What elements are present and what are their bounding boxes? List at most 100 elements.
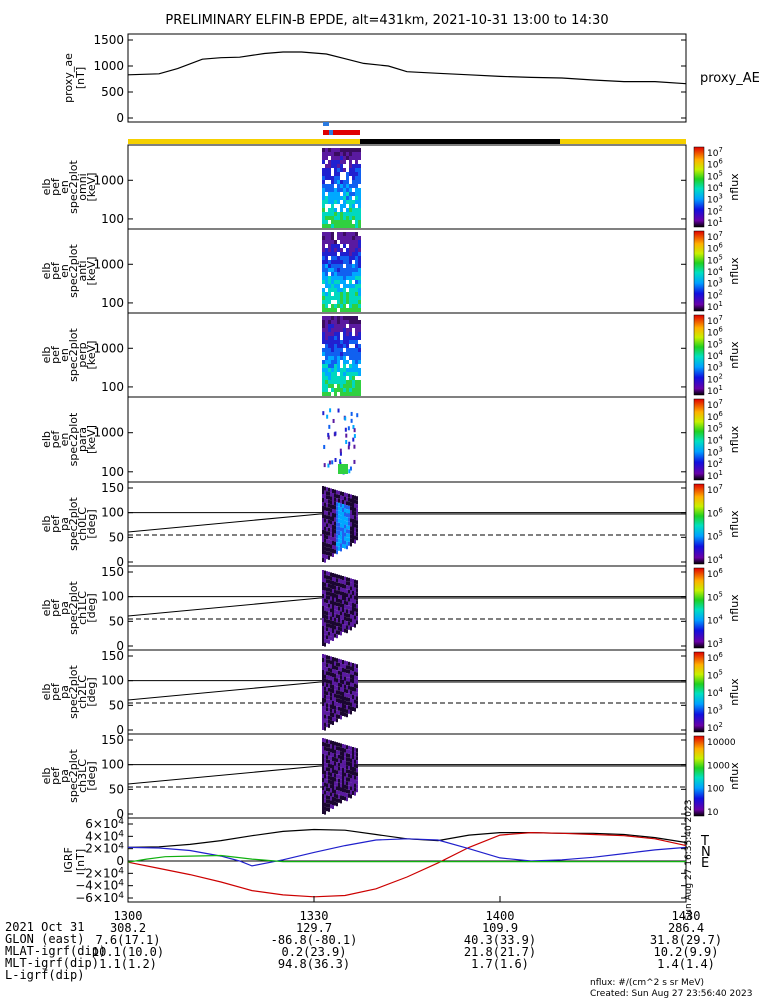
spectrogram-pixel xyxy=(328,576,330,580)
spectrogram-pixel xyxy=(330,536,332,540)
spectrogram-pixel xyxy=(349,324,352,328)
spectrogram-pixel xyxy=(358,384,361,388)
spectrogram-pixel xyxy=(328,804,330,808)
spectrogram-pixel xyxy=(334,674,336,678)
spectrogram-pixel xyxy=(331,152,334,156)
spectrogram-pixel xyxy=(332,533,334,537)
spectrogram-pixel xyxy=(342,772,344,776)
spectrogram-pixel xyxy=(338,671,340,675)
spectrogram-pixel xyxy=(330,768,332,772)
spectrogram-pixel xyxy=(354,748,356,752)
spectrogram-pixel xyxy=(334,288,337,292)
spectrogram-pixel xyxy=(356,592,358,596)
spectrogram-pixel xyxy=(344,673,346,677)
spectrogram-pixel xyxy=(325,328,328,332)
colorbar-label: 1000 xyxy=(707,761,730,771)
spectrogram-pixel xyxy=(346,669,348,673)
spectrogram-pixel xyxy=(338,679,340,683)
spectrogram-pixel xyxy=(332,625,334,629)
spectrogram-pixel xyxy=(348,662,350,666)
spectrogram-pixel xyxy=(332,777,334,781)
spectrogram-pixel xyxy=(328,528,330,532)
spectrogram-pixel xyxy=(340,384,343,388)
spectrogram-pixel xyxy=(344,689,346,693)
spectrogram-pixel xyxy=(325,232,328,236)
spectrogram-pixel xyxy=(344,685,346,689)
spectrogram-pixel xyxy=(336,586,338,590)
spectrogram-pixel xyxy=(334,216,337,220)
spectrogram-pixel xyxy=(350,750,352,754)
spectrogram-pixel xyxy=(345,428,347,432)
spectrogram-pixel xyxy=(358,352,361,356)
spectrogram-pixel xyxy=(334,348,337,352)
spectrogram-pixel xyxy=(354,776,356,780)
spectrogram-pixel xyxy=(330,540,332,544)
spectrogram-pixel xyxy=(340,575,342,579)
spectrogram-pixel xyxy=(340,503,342,507)
spectrogram-pixel xyxy=(350,678,352,682)
spectrogram-pixel xyxy=(328,700,330,704)
spectrogram-pixel xyxy=(354,760,356,764)
spectrogram-pixel xyxy=(328,676,330,680)
spectrogram-pixel xyxy=(325,388,328,392)
spectrogram-pixel xyxy=(350,598,352,602)
spectrogram-pixel xyxy=(356,688,358,692)
spectrogram-pixel xyxy=(340,308,343,312)
spectrogram-pixel xyxy=(350,494,352,498)
spectrogram-pixel xyxy=(324,715,326,719)
spectrogram-pixel xyxy=(340,160,343,164)
spectrogram-pixel xyxy=(331,188,334,192)
spectrogram-pixel xyxy=(350,698,352,702)
spectrogram-pixel xyxy=(328,232,331,236)
spectrogram-pixel xyxy=(334,746,336,750)
spectrogram-pixel xyxy=(322,240,325,244)
spectrogram-pixel xyxy=(352,519,354,523)
spectrogram-pixel xyxy=(325,164,328,168)
spectrogram-pixel xyxy=(331,324,334,328)
spectrogram-pixel xyxy=(348,686,350,690)
spectrogram-pixel xyxy=(346,589,348,593)
spectrogram-pixel xyxy=(352,663,354,667)
spectrogram-pixel xyxy=(334,316,337,320)
spectrogram-pixel xyxy=(354,600,356,604)
spectrogram-pixel xyxy=(353,460,355,464)
spectrogram-pixel xyxy=(349,336,352,340)
y-tick-label: 150 xyxy=(101,733,124,747)
spectrogram-pixel xyxy=(324,615,326,619)
spectrogram-pixel xyxy=(343,332,346,336)
spectrogram-pixel xyxy=(334,802,336,806)
spectrogram-pixel xyxy=(322,148,325,152)
spectrogram-pixel xyxy=(346,545,348,549)
spectrogram-pixel xyxy=(334,522,336,526)
spectrogram-pixel xyxy=(332,581,334,585)
spectrogram-pixel xyxy=(342,784,344,788)
spectrogram-pixel xyxy=(352,292,355,296)
spectrogram-pixel xyxy=(332,593,334,597)
spectrogram-pixel xyxy=(352,683,354,687)
spectrogram-pixel xyxy=(330,552,332,556)
spectrogram-pixel xyxy=(356,584,358,588)
spectrogram-pixel xyxy=(346,757,348,761)
spectrogram-pixel xyxy=(338,771,340,775)
spectrogram-pixel xyxy=(334,594,336,598)
spectrogram-pixel xyxy=(343,320,346,324)
spectrogram-pixel xyxy=(336,790,338,794)
spectrogram-pixel xyxy=(336,670,338,674)
spectrogram-pixel xyxy=(337,272,340,276)
spectrogram-pixel xyxy=(344,749,346,753)
spectrogram-pixel xyxy=(326,607,328,611)
spectrogram-pixel xyxy=(342,584,344,588)
spectrogram-pixel xyxy=(332,681,334,685)
spectrogram-pixel xyxy=(350,754,352,758)
spectrogram-pixel xyxy=(352,320,355,324)
spectrogram-pixel xyxy=(328,520,330,524)
colorbar xyxy=(694,736,704,816)
spectrogram-pixel xyxy=(326,707,328,711)
spectrogram-pixel xyxy=(355,208,358,212)
spectrogram-pixel xyxy=(334,168,337,172)
spectrogram-pixel xyxy=(344,529,346,533)
spectrogram-pixel xyxy=(352,783,354,787)
spectrogram-pixel xyxy=(334,766,336,770)
spectrogram-pixel xyxy=(358,240,361,244)
spectrogram-pixel xyxy=(334,372,337,376)
